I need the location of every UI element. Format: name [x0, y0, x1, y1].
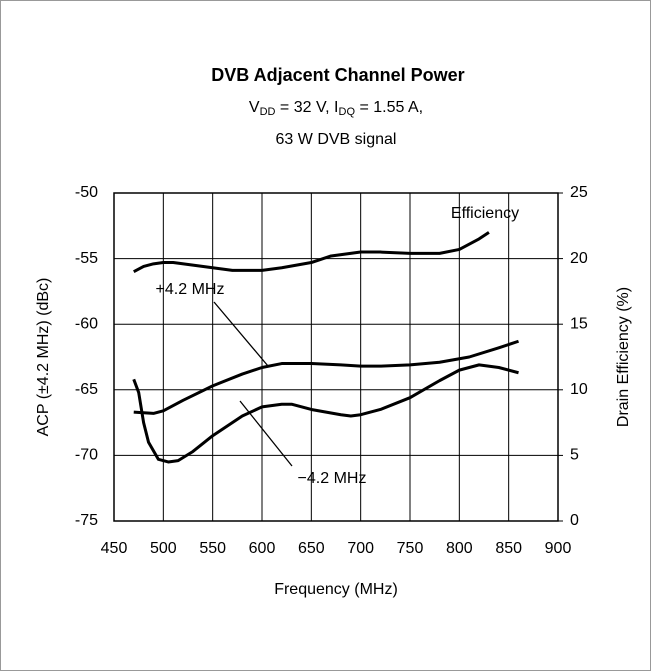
subtitle-part: = 32 V, I	[275, 99, 338, 116]
y-axis-label: ACP (±4.2 MHz) (dBc)	[35, 278, 52, 437]
subtitle-part: V	[249, 99, 260, 116]
y-tick-label: -55	[75, 250, 98, 267]
x-tick-label: 900	[545, 540, 572, 557]
y2-axis-label: Drain Efficiency (%)	[615, 287, 632, 427]
subtitle-sub: DD	[260, 106, 276, 118]
x-tick-label: 850	[495, 540, 522, 557]
x-tick-label: 750	[397, 540, 424, 557]
leader-line	[213, 301, 269, 367]
x-tick-label: 450	[101, 540, 128, 557]
y-tick-label: -65	[75, 381, 98, 398]
subtitle-sub: DQ	[339, 106, 356, 118]
leader-line	[239, 400, 293, 467]
annotation: Efficiency	[451, 205, 519, 222]
x-tick-label: 500	[150, 540, 177, 557]
y2-tick-label: 15	[570, 315, 588, 332]
annotation: +4.2 MHz	[156, 281, 225, 298]
x-tick-label: 800	[446, 540, 473, 557]
x-tick-label: 650	[298, 540, 325, 557]
annotation: −4.2 MHz	[298, 470, 367, 487]
series-line	[132, 363, 519, 464]
y-tick-label: -50	[75, 184, 98, 201]
subtitle-part: = 1.55 A,	[355, 99, 423, 116]
y2-tick-label: 10	[570, 381, 588, 398]
series-line	[133, 231, 490, 274]
x-tick-label: 700	[347, 540, 374, 557]
chart-title: DVB Adjacent Channel Power	[211, 65, 464, 85]
x-axis-label: Frequency (MHz)	[274, 581, 398, 598]
y2-tick-label: 25	[570, 184, 588, 201]
plot-frame	[113, 192, 559, 522]
chart-subtitle: VDD = 32 V, IDQ = 1.55 A,	[249, 99, 423, 118]
y2-tick-label: 20	[570, 250, 588, 267]
y-tick-label: -60	[75, 315, 98, 332]
chart-subtitle: 63 W DVB signal	[276, 131, 397, 148]
y-tick-label: -70	[75, 447, 98, 464]
series-line	[133, 339, 520, 415]
y-tick-label: -75	[75, 512, 98, 529]
x-tick-label: 550	[199, 540, 226, 557]
y2-tick-label: 5	[570, 447, 579, 464]
y2-tick-label: 0	[570, 512, 579, 529]
x-tick-label: 600	[249, 540, 276, 557]
